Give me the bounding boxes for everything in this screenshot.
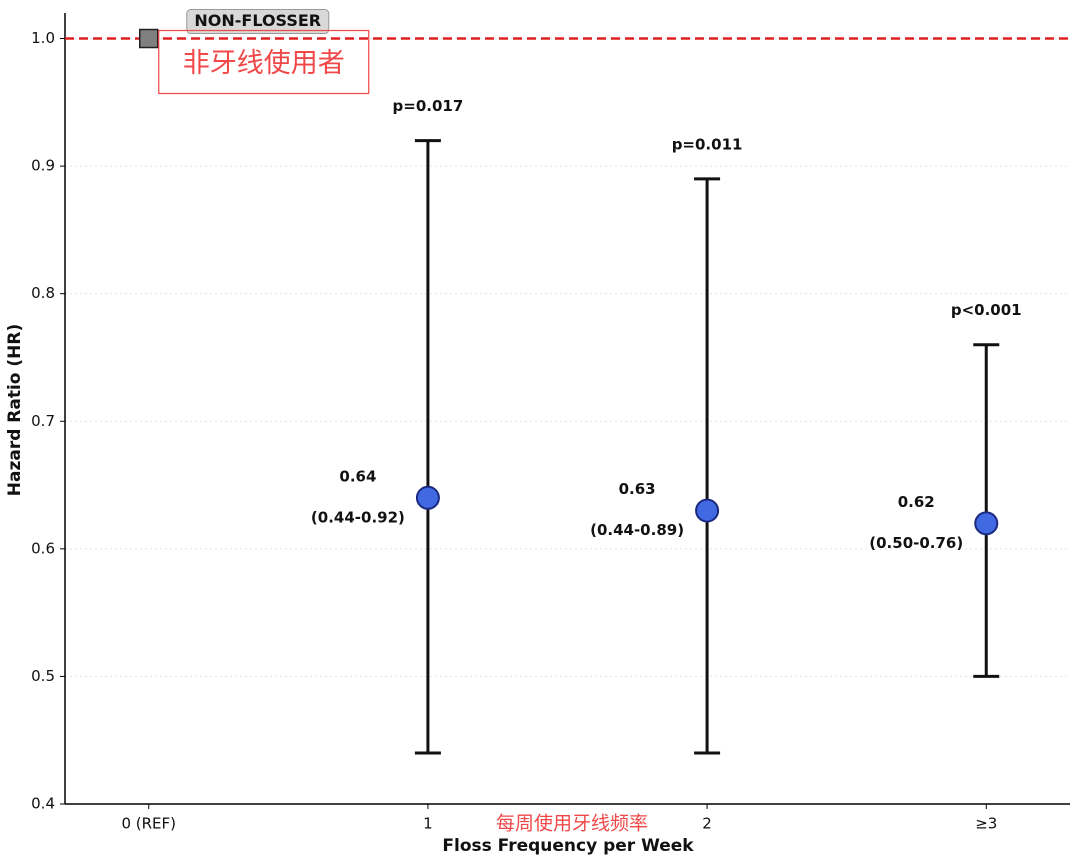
- y-tick-label: 0.8: [31, 284, 55, 302]
- value-label: 0.63: [619, 480, 656, 498]
- point: [974, 511, 999, 536]
- value-label: 0.62: [898, 493, 935, 511]
- x-tick-label: 2: [702, 815, 712, 833]
- ref-label-box: [186, 9, 330, 35]
- overlay-ref-label: 非牙线使用者: [183, 48, 345, 79]
- ci-label: (0.50-0.76): [869, 534, 963, 552]
- y-tick-label: 1.0: [31, 29, 55, 47]
- ci-label: (0.44-0.89): [590, 521, 684, 539]
- x-tick-label: 0 (REF): [121, 815, 176, 833]
- ref-label: NON-FLOSSER: [194, 11, 321, 30]
- y-tick-label: 0.5: [31, 667, 55, 685]
- point: [415, 485, 440, 510]
- x-tick-label: 1: [423, 815, 433, 833]
- ci-label: (0.44-0.92): [311, 508, 405, 526]
- overlay-box: [158, 29, 370, 95]
- x-tick-label: ≥3: [975, 815, 997, 833]
- p-label: p<0.001: [951, 301, 1022, 319]
- point: [695, 498, 720, 523]
- value-label: 0.64: [339, 467, 376, 485]
- y-tick-label: 0.7: [31, 412, 55, 430]
- y-axis-label: Hazard Ratio (HR): [5, 324, 25, 497]
- y-tick-label: 0.9: [31, 157, 55, 175]
- p-label: p=0.017: [393, 97, 464, 115]
- overlay-xlabel: 每周使用牙线频率: [496, 813, 648, 835]
- p-label: p=0.011: [672, 135, 743, 153]
- x-axis-label: Floss Frequency per Week: [442, 836, 694, 856]
- y-tick-label: 0.6: [31, 539, 55, 557]
- y-tick-label: 0.4: [31, 795, 55, 813]
- reference-marker: [139, 28, 159, 49]
